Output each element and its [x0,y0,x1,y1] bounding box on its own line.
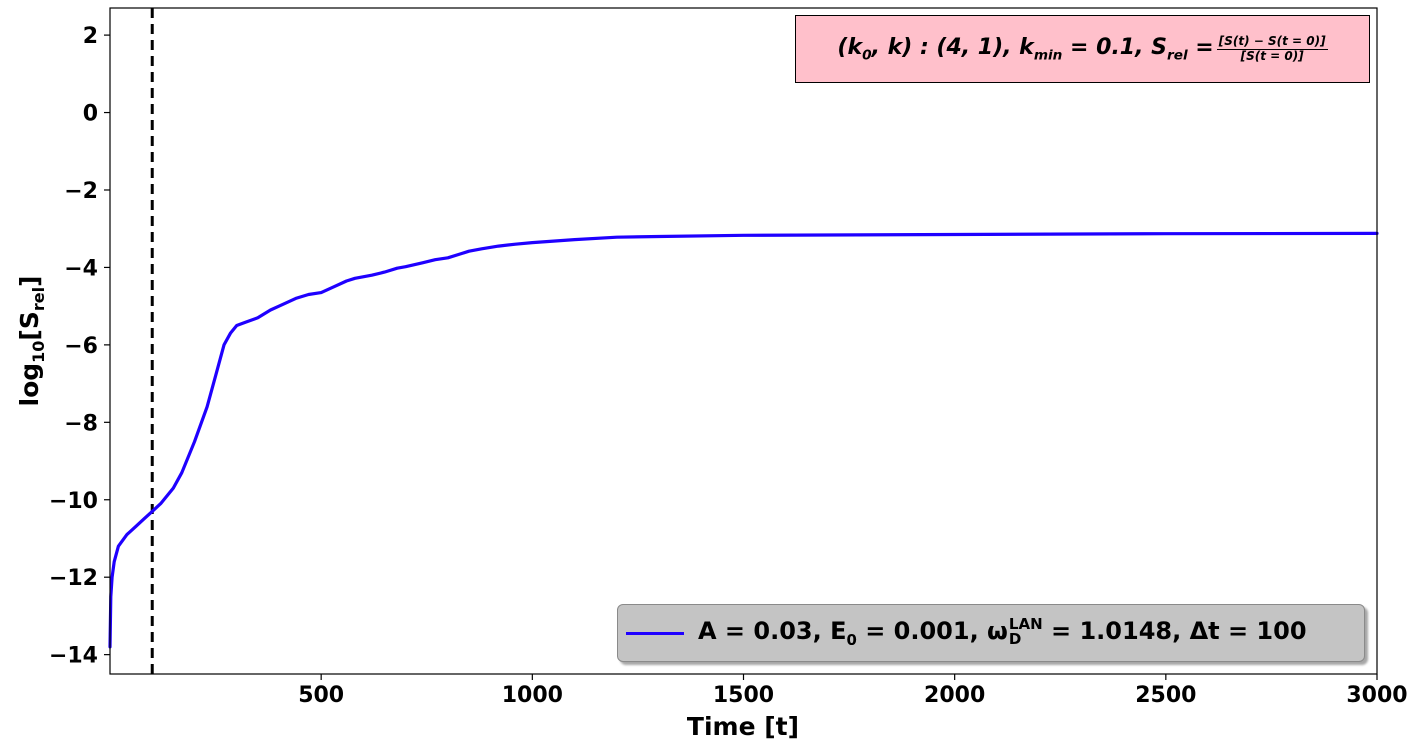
series-line-0 [108,231,1379,649]
legend-entry-label: A = 0.03, E0 = 0.001, ω LAN D = 1.0148, Δt… [698,615,1307,649]
y-tick-label: −10 [49,489,98,514]
marks-layer [108,8,1379,674]
y-tick-label: −6 [64,334,98,359]
x-axis-title: Time [t] [687,712,799,741]
x-tick-label: 1000 [502,683,563,708]
x-tick-label: 500 [298,683,344,708]
y-tick-label: −4 [64,256,98,281]
legend: A = 0.03, E0 = 0.001, ω LAN D = 1.0148, Δt… [617,604,1365,662]
x-tick-label: 2000 [924,683,985,708]
x-tick-label: 1500 [713,683,774,708]
y-tick-label: −12 [49,566,98,591]
annotation-box: (k0, k) : (4, 1), kmin = 0.1, Srel = [S(… [795,15,1370,83]
annotation-fraction: [S(t) − S(t = 0)] [S(t = 0)] [1216,33,1328,63]
y-tick-label: −2 [64,179,98,204]
ticks-layer: 500 1000 1500 2000 2500 3000 2 0 −2 −4 −6 −8 −10 −12 −… [49,24,1408,708]
annotation-text: (k0, k) : (4, 1), kmin = 0.1, Srel = [837,34,1214,64]
y-tick-label: 2 [83,24,98,49]
legend-line-swatch [626,631,684,635]
x-tick-label: 3000 [1346,683,1407,708]
y-axis-title: log10[Srel] [15,275,48,406]
x-tick-label: 2500 [1135,683,1196,708]
y-tick-label: −14 [49,644,98,669]
y-tick-label: 0 [83,102,98,127]
y-tick-label: −8 [64,411,98,436]
plot-frame [109,7,1378,675]
